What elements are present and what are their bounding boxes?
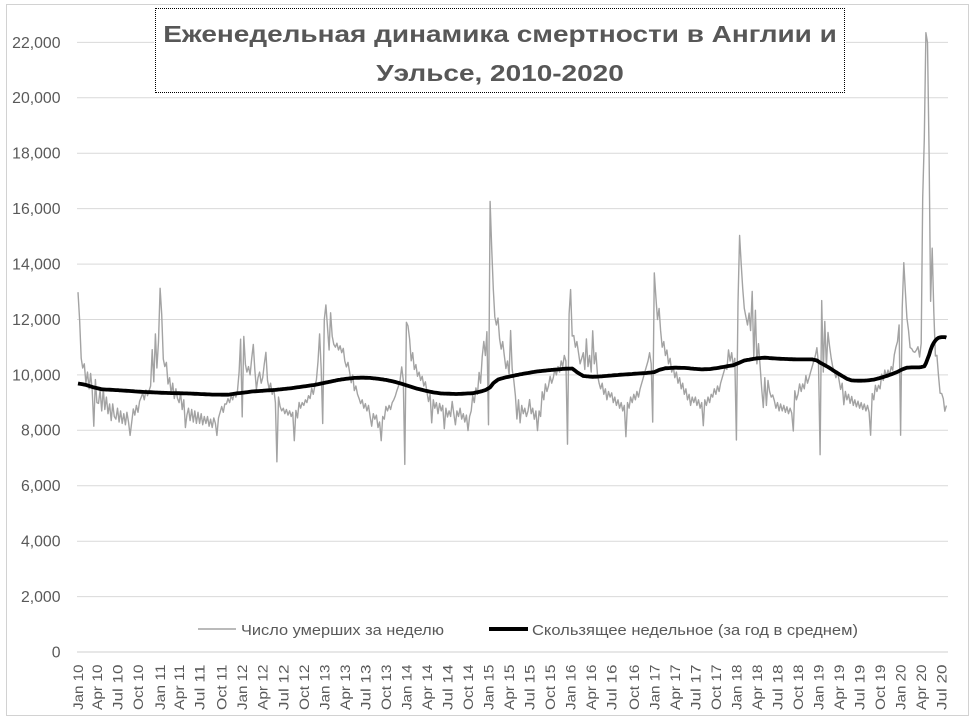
- svg-text:Jan 12: Jan 12: [235, 664, 251, 710]
- svg-text:Oct 11: Oct 11: [215, 664, 231, 710]
- svg-text:Jul 10: Jul 10: [111, 664, 127, 710]
- svg-text:Apr 19: Apr 19: [832, 664, 848, 710]
- svg-text:Jul 17: Jul 17: [688, 664, 704, 710]
- svg-text:Oct 15: Oct 15: [543, 664, 559, 710]
- svg-text:Jan 16: Jan 16: [564, 664, 580, 710]
- svg-text:16,000: 16,000: [12, 201, 61, 218]
- svg-text:20,000: 20,000: [12, 90, 61, 107]
- svg-text:8,000: 8,000: [21, 423, 61, 440]
- svg-text:Jan 18: Jan 18: [729, 664, 745, 710]
- svg-text:Apr 14: Apr 14: [420, 664, 436, 710]
- svg-text:Jan 14: Jan 14: [399, 664, 415, 710]
- svg-text:Jan 19: Jan 19: [812, 664, 828, 710]
- svg-text:Apr 11: Apr 11: [172, 664, 188, 710]
- svg-text:Число умерших за неделю: Число умерших за неделю: [241, 623, 444, 639]
- svg-text:Jan 10: Jan 10: [71, 664, 87, 710]
- svg-text:Jul 18: Jul 18: [771, 664, 787, 710]
- svg-text:Oct 19: Oct 19: [873, 664, 889, 710]
- svg-text:Apr 13: Apr 13: [338, 664, 354, 710]
- svg-text:Jul 14: Jul 14: [441, 664, 457, 710]
- svg-text:Jul 11: Jul 11: [193, 664, 209, 710]
- svg-text:Apr 17: Apr 17: [668, 664, 684, 710]
- svg-text:22,000: 22,000: [12, 35, 61, 52]
- svg-text:0: 0: [52, 644, 61, 661]
- svg-text:Apr 12: Apr 12: [256, 664, 272, 710]
- svg-text:4,000: 4,000: [21, 534, 61, 551]
- svg-text:18,000: 18,000: [12, 146, 61, 163]
- svg-text:Скользящее недельное (за год в: Скользящее недельное (за год в среднем): [532, 623, 858, 639]
- svg-text:Apr 20: Apr 20: [914, 664, 930, 710]
- svg-text:Jul 20: Jul 20: [935, 664, 951, 710]
- svg-text:Oct 17: Oct 17: [709, 664, 725, 710]
- svg-text:Jan 15: Jan 15: [482, 664, 498, 710]
- svg-text:Jul 15: Jul 15: [523, 664, 539, 710]
- svg-text:Jan 13: Jan 13: [317, 664, 333, 710]
- svg-text:14,000: 14,000: [12, 257, 61, 274]
- svg-text:Oct 18: Oct 18: [791, 664, 807, 710]
- svg-text:Oct 12: Oct 12: [297, 664, 313, 710]
- svg-text:Oct 16: Oct 16: [627, 664, 643, 710]
- svg-text:Oct 10: Oct 10: [131, 664, 147, 710]
- svg-text:6,000: 6,000: [21, 478, 61, 495]
- svg-text:Oct 13: Oct 13: [379, 664, 395, 710]
- svg-text:Apr 16: Apr 16: [584, 664, 600, 710]
- svg-text:Apr 15: Apr 15: [502, 664, 518, 710]
- svg-text:Oct 14: Oct 14: [461, 664, 477, 710]
- svg-text:Jul 16: Jul 16: [605, 664, 621, 710]
- svg-text:2,000: 2,000: [21, 589, 61, 606]
- svg-text:12,000: 12,000: [12, 312, 61, 329]
- svg-text:Jul 13: Jul 13: [358, 664, 374, 710]
- svg-text:Apr 18: Apr 18: [750, 664, 766, 710]
- svg-text:Apr 10: Apr 10: [90, 664, 106, 710]
- svg-text:Jul 12: Jul 12: [276, 664, 292, 710]
- svg-text:10,000: 10,000: [12, 367, 61, 384]
- svg-text:Jul 19: Jul 19: [853, 664, 869, 710]
- svg-text:Jan 20: Jan 20: [894, 664, 910, 710]
- svg-text:Jan 17: Jan 17: [647, 664, 663, 710]
- svg-text:Jan 11: Jan 11: [153, 664, 169, 710]
